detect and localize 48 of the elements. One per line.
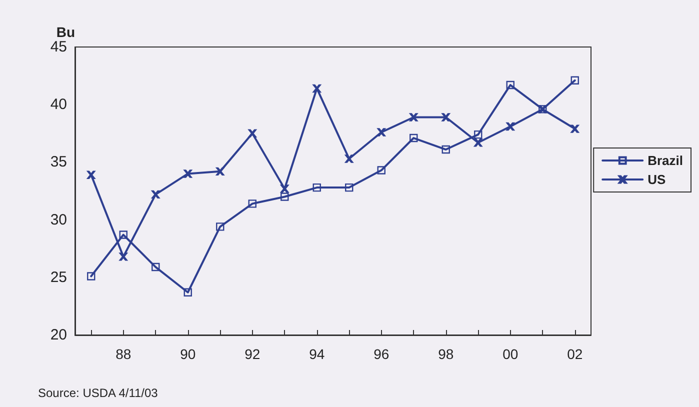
- point: [184, 170, 192, 178]
- y-tick-label: 45: [50, 38, 67, 56]
- source-note: Source: USDA 4/11/03: [38, 386, 158, 400]
- x-tick-label: 92: [244, 346, 260, 362]
- point: [248, 200, 256, 208]
- x-tick-label: 98: [438, 346, 454, 362]
- y-tick-label: 20: [50, 326, 67, 344]
- point: [280, 192, 289, 201]
- point: [312, 84, 321, 93]
- point: [248, 129, 256, 138]
- point: [280, 184, 289, 193]
- point: [570, 76, 579, 85]
- x-tick-label: 00: [502, 346, 518, 362]
- y-tick-label: 40: [50, 96, 67, 114]
- point: [506, 80, 514, 90]
- x-tick-label: 88: [116, 346, 132, 362]
- point: [410, 113, 418, 122]
- point: [345, 154, 354, 163]
- point: [570, 124, 579, 133]
- point: [87, 170, 96, 179]
- point: [410, 134, 418, 142]
- point: [216, 167, 224, 176]
- y-tick-label: 30: [50, 211, 67, 228]
- point: [119, 230, 128, 239]
- y-axis-title: Bu: [56, 24, 75, 40]
- y-tick-label: 35: [50, 154, 67, 171]
- legend-label: Brazil: [648, 153, 684, 168]
- point: [442, 113, 450, 122]
- point: [377, 166, 386, 174]
- point: [184, 288, 192, 296]
- y-tick-label: 25: [50, 268, 67, 286]
- point: [506, 122, 514, 131]
- point: [87, 272, 96, 280]
- point: [216, 222, 224, 231]
- x-tick-label: 90: [180, 346, 196, 362]
- x-tick-label: 94: [309, 346, 325, 362]
- point: [474, 138, 482, 147]
- point: [377, 128, 386, 136]
- legend-label: US: [648, 172, 666, 187]
- point: [312, 183, 321, 192]
- point: [345, 183, 354, 192]
- x-tick-label: 02: [567, 346, 583, 362]
- point: [474, 130, 482, 139]
- point: [442, 145, 450, 154]
- x-tick-label: 96: [374, 346, 390, 362]
- point: [119, 252, 128, 261]
- point: [152, 190, 160, 199]
- point: [152, 262, 160, 272]
